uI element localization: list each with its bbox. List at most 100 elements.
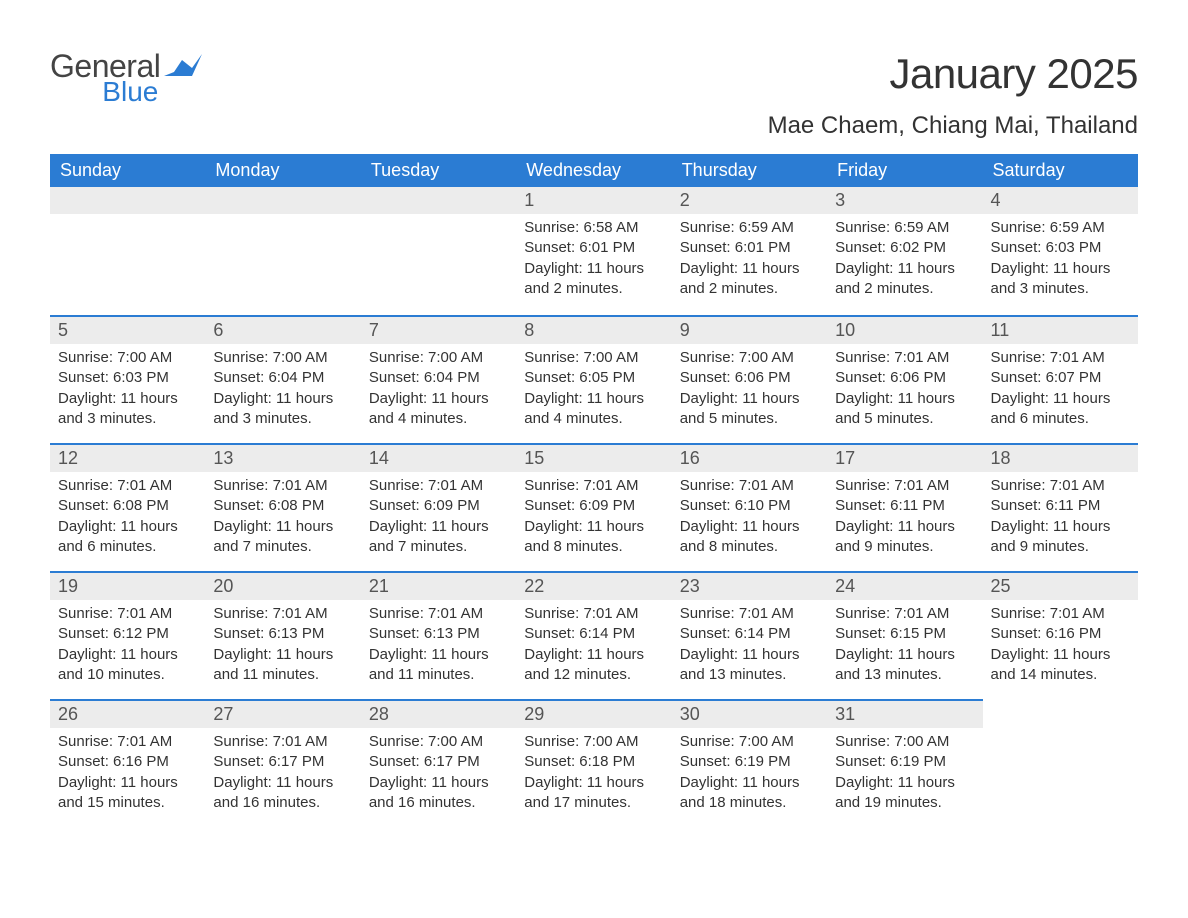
sunset-line: Sunset: 6:08 PM (213, 496, 352, 516)
sunrise-line: Sunrise: 6:59 AM (991, 218, 1130, 238)
daylight-line: Daylight: 11 hours and 5 minutes. (680, 389, 819, 430)
day-content: Sunrise: 7:00 AMSunset: 6:19 PMDaylight:… (827, 728, 982, 821)
day-number: 28 (361, 699, 516, 728)
daylight-line: Daylight: 11 hours and 13 minutes. (680, 645, 819, 686)
weekday-header: Thursday (672, 154, 827, 187)
day-content: Sunrise: 7:01 AMSunset: 6:11 PMDaylight:… (827, 472, 982, 565)
calendar-cell: 21Sunrise: 7:01 AMSunset: 6:13 PMDayligh… (361, 571, 516, 699)
calendar-cell: 28Sunrise: 7:00 AMSunset: 6:17 PMDayligh… (361, 699, 516, 827)
calendar-cell (983, 699, 1138, 827)
weekday-header: Saturday (983, 154, 1138, 187)
daylight-line: Daylight: 11 hours and 13 minutes. (835, 645, 974, 686)
calendar-cell: 4Sunrise: 6:59 AMSunset: 6:03 PMDaylight… (983, 187, 1138, 315)
calendar-cell: 17Sunrise: 7:01 AMSunset: 6:11 PMDayligh… (827, 443, 982, 571)
calendar-cell: 29Sunrise: 7:00 AMSunset: 6:18 PMDayligh… (516, 699, 671, 827)
calendar-cell: 9 Sunrise: 7:00 AMSunset: 6:06 PMDaylight… (672, 315, 827, 443)
sunrise-line: Sunrise: 7:00 AM (58, 348, 197, 368)
day-content: Sunrise: 7:00 AMSunset: 6:04 PMDaylight:… (361, 344, 516, 437)
day-content: Sunrise: 7:01 AMSunset: 6:16 PMDaylight:… (983, 600, 1138, 693)
sunrise-line: Sunrise: 7:01 AM (369, 604, 508, 624)
day-content: Sunrise: 7:01 AMSunset: 6:06 PMDaylight:… (827, 344, 982, 437)
sunrise-line: Sunrise: 7:00 AM (213, 348, 352, 368)
calendar-head: SundayMondayTuesdayWednesdayThursdayFrid… (50, 154, 1138, 187)
day-content: Sunrise: 7:00 AMSunset: 6:03 PMDaylight:… (50, 344, 205, 437)
day-number: 17 (827, 443, 982, 472)
day-content: Sunrise: 7:01 AMSunset: 6:10 PMDaylight:… (672, 472, 827, 565)
daylight-line: Daylight: 11 hours and 7 minutes. (369, 517, 508, 558)
sunset-line: Sunset: 6:01 PM (524, 238, 663, 258)
day-number: 18 (983, 443, 1138, 472)
sunset-line: Sunset: 6:14 PM (524, 624, 663, 644)
day-number: 8 (516, 315, 671, 344)
calendar-table: SundayMondayTuesdayWednesdayThursdayFrid… (50, 154, 1138, 827)
sunrise-line: Sunrise: 6:59 AM (835, 218, 974, 238)
sunset-line: Sunset: 6:07 PM (991, 368, 1130, 388)
sunrise-line: Sunrise: 7:00 AM (524, 732, 663, 752)
calendar-cell: 27Sunrise: 7:01 AMSunset: 6:17 PMDayligh… (205, 699, 360, 827)
day-content: Sunrise: 7:00 AMSunset: 6:17 PMDaylight:… (361, 728, 516, 821)
day-content: Sunrise: 7:01 AMSunset: 6:09 PMDaylight:… (516, 472, 671, 565)
daylight-line: Daylight: 11 hours and 15 minutes. (58, 773, 197, 814)
sunrise-line: Sunrise: 7:00 AM (369, 732, 508, 752)
daylight-line: Daylight: 11 hours and 3 minutes. (213, 389, 352, 430)
calendar-body: 1Sunrise: 6:58 AMSunset: 6:01 PMDaylight… (50, 187, 1138, 827)
sunset-line: Sunset: 6:05 PM (524, 368, 663, 388)
daylight-line: Daylight: 11 hours and 8 minutes. (680, 517, 819, 558)
day-number: 4 (983, 187, 1138, 214)
sunrise-line: Sunrise: 7:00 AM (369, 348, 508, 368)
day-content: Sunrise: 7:00 AMSunset: 6:04 PMDaylight:… (205, 344, 360, 437)
sunrise-line: Sunrise: 7:01 AM (680, 476, 819, 496)
daylight-line: Daylight: 11 hours and 2 minutes. (680, 259, 819, 300)
calendar-cell: 2Sunrise: 6:59 AMSunset: 6:01 PMDaylight… (672, 187, 827, 315)
day-number: 26 (50, 699, 205, 728)
sunrise-line: Sunrise: 7:01 AM (58, 476, 197, 496)
day-number: 21 (361, 571, 516, 600)
sunrise-line: Sunrise: 7:00 AM (524, 348, 663, 368)
sunrise-line: Sunrise: 6:58 AM (524, 218, 663, 238)
sunset-line: Sunset: 6:02 PM (835, 238, 974, 258)
day-content: Sunrise: 7:01 AMSunset: 6:12 PMDaylight:… (50, 600, 205, 693)
brand-logo: General Blue (50, 50, 202, 106)
sunset-line: Sunset: 6:11 PM (991, 496, 1130, 516)
day-number: 3 (827, 187, 982, 214)
day-content: Sunrise: 7:01 AMSunset: 6:13 PMDaylight:… (205, 600, 360, 693)
calendar-cell: 16Sunrise: 7:01 AMSunset: 6:10 PMDayligh… (672, 443, 827, 571)
sunset-line: Sunset: 6:06 PM (680, 368, 819, 388)
day-number: 29 (516, 699, 671, 728)
day-number: 2 (672, 187, 827, 214)
sunset-line: Sunset: 6:17 PM (369, 752, 508, 772)
day-number: 9 (672, 315, 827, 344)
day-content: Sunrise: 7:01 AMSunset: 6:08 PMDaylight:… (205, 472, 360, 565)
weekday-header: Tuesday (361, 154, 516, 187)
sunset-line: Sunset: 6:04 PM (213, 368, 352, 388)
day-number: 10 (827, 315, 982, 344)
day-number: 25 (983, 571, 1138, 600)
daylight-line: Daylight: 11 hours and 12 minutes. (524, 645, 663, 686)
daylight-line: Daylight: 11 hours and 9 minutes. (835, 517, 974, 558)
daylight-line: Daylight: 11 hours and 5 minutes. (835, 389, 974, 430)
day-number: 15 (516, 443, 671, 472)
sunrise-line: Sunrise: 7:01 AM (213, 732, 352, 752)
daylight-line: Daylight: 11 hours and 6 minutes. (991, 389, 1130, 430)
sunrise-line: Sunrise: 7:01 AM (835, 604, 974, 624)
daylight-line: Daylight: 11 hours and 17 minutes. (524, 773, 663, 814)
sunrise-line: Sunrise: 7:00 AM (680, 348, 819, 368)
sunrise-line: Sunrise: 7:01 AM (213, 604, 352, 624)
sunset-line: Sunset: 6:09 PM (369, 496, 508, 516)
day-content: Sunrise: 7:01 AMSunset: 6:14 PMDaylight:… (672, 600, 827, 693)
day-number: 13 (205, 443, 360, 472)
weekday-header: Sunday (50, 154, 205, 187)
day-content: Sunrise: 7:00 AMSunset: 6:18 PMDaylight:… (516, 728, 671, 821)
sunrise-line: Sunrise: 7:01 AM (369, 476, 508, 496)
calendar-cell (361, 187, 516, 315)
day-content: Sunrise: 7:01 AMSunset: 6:17 PMDaylight:… (205, 728, 360, 821)
sunrise-line: Sunrise: 7:01 AM (524, 476, 663, 496)
day-number: 23 (672, 571, 827, 600)
sunset-line: Sunset: 6:16 PM (58, 752, 197, 772)
daylight-line: Daylight: 11 hours and 3 minutes. (58, 389, 197, 430)
sunset-line: Sunset: 6:12 PM (58, 624, 197, 644)
weekday-header: Friday (827, 154, 982, 187)
sunset-line: Sunset: 6:11 PM (835, 496, 974, 516)
day-content: Sunrise: 7:01 AMSunset: 6:15 PMDaylight:… (827, 600, 982, 693)
daylight-line: Daylight: 11 hours and 4 minutes. (524, 389, 663, 430)
